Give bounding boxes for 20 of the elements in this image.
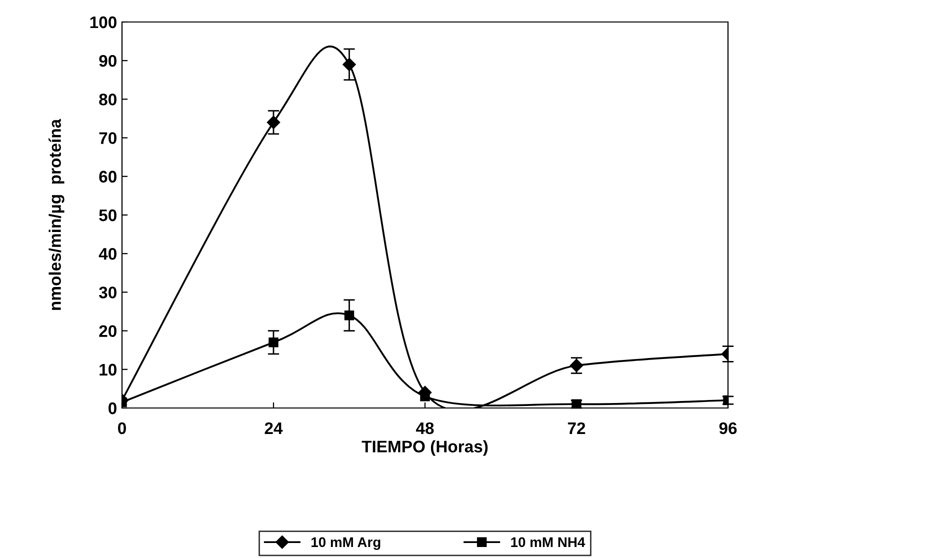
y-tick-label: 100 <box>90 16 116 28</box>
y-axis-title: nmoles/min/µg proteína <box>48 118 64 310</box>
y-tick-label: 10 <box>100 364 116 376</box>
y-tick-label: 60 <box>99 170 116 183</box>
y-tick-label: 70 <box>99 132 116 144</box>
legend-label: 10 mM Arg <box>312 537 380 550</box>
x-tick-label: 24 <box>264 422 283 434</box>
x-tick-label: 72 <box>568 422 586 434</box>
y-tick-label: 20 <box>99 325 116 338</box>
y-tick-label: 90 <box>99 55 116 67</box>
y-tick-label: 0 <box>108 402 116 414</box>
legend-label: 10 mM NH4 <box>511 537 586 548</box>
y-tick-label: 80 <box>99 94 116 106</box>
y-tick-label: 40 <box>98 248 116 260</box>
x-tick-label: 0 <box>118 422 126 434</box>
y-tick-label: 30 <box>98 286 116 298</box>
x-axis-title: TIEMPO (Horas) <box>362 440 488 456</box>
x-tick-label: 96 <box>719 422 737 434</box>
x-tick-label: 48 <box>416 422 434 434</box>
y-tick-label: 50 <box>99 209 116 222</box>
